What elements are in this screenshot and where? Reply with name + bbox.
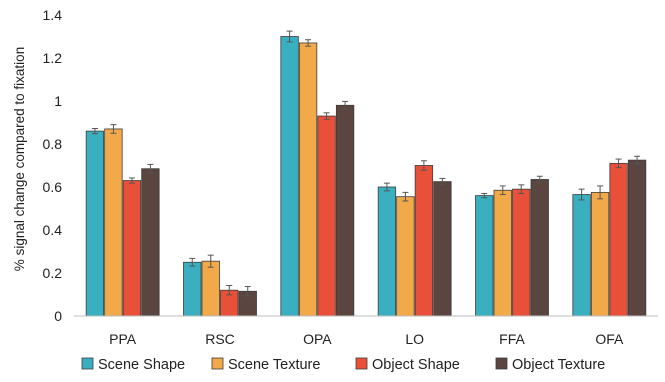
bars-group xyxy=(85,30,647,317)
y-tick-label: 1.2 xyxy=(43,50,63,66)
bar xyxy=(317,115,336,317)
y-tick-label: 1 xyxy=(54,93,62,109)
x-tick-label: PPA xyxy=(109,331,137,347)
legend-swatch xyxy=(211,357,224,370)
bar xyxy=(377,186,397,317)
y-tick-label: 0 xyxy=(54,308,62,324)
legend-swatch xyxy=(355,357,368,370)
y-tick-label: 0.6 xyxy=(43,179,63,195)
bar xyxy=(433,181,452,317)
y-axis-title: % signal change compared to fixation xyxy=(12,47,27,271)
bar xyxy=(530,179,549,317)
bar xyxy=(183,261,202,317)
x-tick-label: FFA xyxy=(499,331,525,347)
bar xyxy=(414,165,434,317)
x-tick-label: OFA xyxy=(595,331,624,347)
bar xyxy=(572,194,591,317)
y-tick-label: 0.8 xyxy=(43,136,63,152)
bar xyxy=(104,128,123,317)
bar xyxy=(335,104,355,317)
bar xyxy=(280,36,299,317)
bar xyxy=(298,42,318,317)
legend-label: Scene Texture xyxy=(228,357,320,373)
bar xyxy=(590,191,610,317)
bar xyxy=(141,168,160,317)
y-tick-label: 0.4 xyxy=(43,222,63,238)
legend-label: Scene Shape xyxy=(98,357,185,373)
x-axis-ticks: PPA RSC OPA LO FFA OFA xyxy=(109,331,624,347)
legend: Scene Shape Scene Texture Object Shape Obje… xyxy=(81,357,605,373)
x-tick-label: LO xyxy=(405,331,424,347)
legend-label: Object Texture xyxy=(512,357,605,373)
bar xyxy=(396,196,415,317)
legend-swatch xyxy=(81,357,94,370)
y-tick-label: 0.2 xyxy=(43,265,63,281)
bar xyxy=(627,159,647,317)
bar xyxy=(512,188,531,317)
x-tick-label: OPA xyxy=(303,331,332,347)
bar xyxy=(201,260,220,317)
y-axis-ticks: 0 0.2 0.4 0.6 0.8 1 1.2 1.4 xyxy=(43,7,63,324)
x-tick-label: RSC xyxy=(205,331,235,347)
bar xyxy=(475,195,494,317)
legend-swatch xyxy=(495,357,508,370)
bar xyxy=(493,189,512,317)
bar xyxy=(85,130,105,317)
bar xyxy=(122,180,142,317)
y-tick-label: 1.4 xyxy=(43,7,63,23)
bar xyxy=(609,162,628,317)
legend-label: Object Shape xyxy=(372,357,460,373)
